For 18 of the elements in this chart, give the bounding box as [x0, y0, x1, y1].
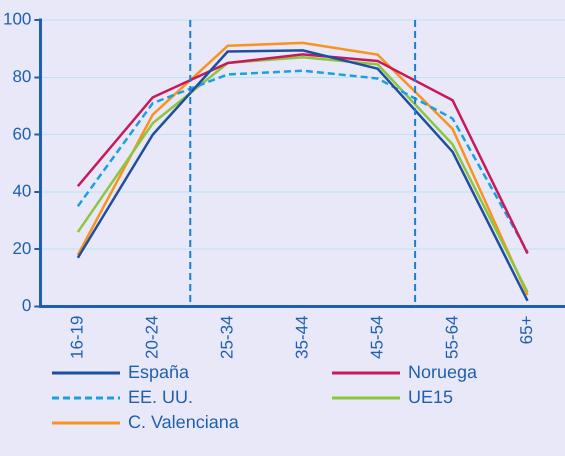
- y-tick-label: 20: [12, 238, 32, 258]
- x-tick-label: 45-54: [367, 316, 386, 360]
- x-tick-label: 55-64: [442, 316, 462, 360]
- y-tick-label: 100: [2, 10, 32, 29]
- x-tick-label: 65+: [517, 315, 536, 344]
- x-tick-label: 35-44: [292, 316, 312, 360]
- x-tick-label: 20-24: [142, 316, 162, 360]
- y-tick-label: 60: [12, 124, 32, 144]
- legend-label: C. Valenciana: [128, 412, 239, 433]
- legend-label: EE. UU.: [128, 387, 194, 408]
- legend-label: España: [128, 362, 190, 383]
- legend-label: UE15: [408, 387, 454, 408]
- x-tick-label: 25-34: [217, 316, 236, 360]
- y-tick-label: 80: [12, 66, 32, 86]
- y-tick-label: 0: [22, 296, 32, 316]
- x-tick-label: 16-19: [68, 316, 87, 360]
- legend-label: Noruega: [408, 362, 478, 383]
- y-tick-label: 40: [12, 182, 32, 201]
